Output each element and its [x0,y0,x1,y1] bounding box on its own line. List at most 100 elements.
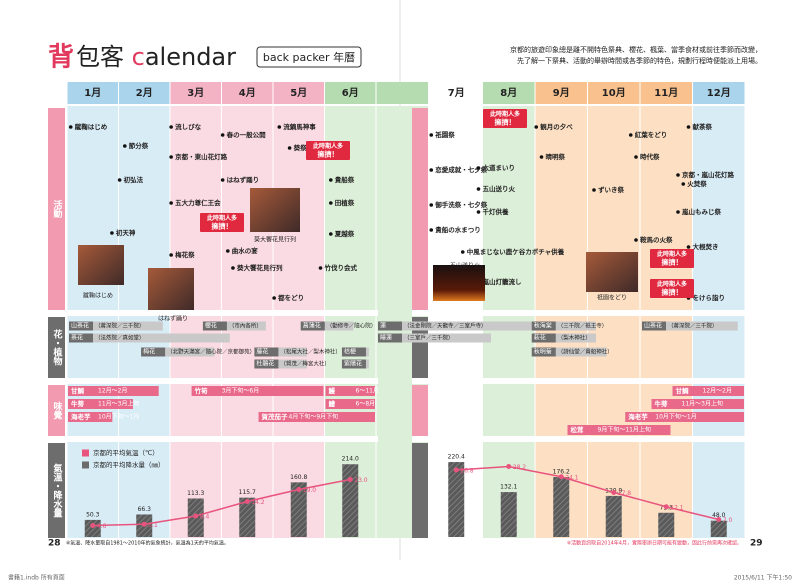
page-number: 29 [750,539,763,549]
precip-bar [658,512,675,537]
month-header [588,82,640,104]
event-name: 初天神 [116,228,136,237]
flower-tag [69,333,93,343]
event-name: 京都・嵐山花灯路 [682,170,735,179]
event-dot [534,125,539,129]
flower-name: 山茶花 [71,322,89,330]
taste-name: 竹筍 [194,386,209,395]
callout [650,249,694,268]
temp-point [296,487,302,492]
precip-bar [710,520,727,537]
flower-bar [642,321,738,331]
temp-label: 26.8 [460,468,474,475]
section-tab [48,108,65,310]
taste-period: 6～11月 [356,388,379,395]
flower-bar [378,321,539,331]
flower-name: 萩花 [534,334,546,342]
event-name: 火焚祭 [687,179,707,188]
section-label: 花・植物 [52,328,64,366]
event-name: 夏越祭 [335,229,355,238]
event-name: 嵐山もみじ祭 [681,207,722,216]
callout [306,141,350,160]
temp-label: 24.1 [565,474,579,481]
flower-tag [300,321,325,331]
event-name: 晴明祭 [546,152,566,161]
taste-period: 9月下旬～11月上旬 [598,426,651,434]
temp-point [716,517,722,522]
event-name: 観月の夕べ [540,122,573,131]
taste-name: 牛蒡 [71,399,85,408]
event-name: 六道まいり [483,163,516,172]
precip-bar [290,482,307,537]
event-dot [329,201,333,205]
taste-bar [672,386,744,396]
flower-note: （勸修寺／隨心院） [327,322,377,330]
flower-tag [531,333,556,343]
legend-swatch [82,449,89,457]
section-label: 氣溫・降水量 [52,462,63,518]
month-column [588,106,640,538]
event-name: 曲水の宴 [232,246,258,255]
event-dot [429,228,434,232]
callout-text: 此時期人多 [657,280,687,288]
temp-point [506,464,512,469]
month-label: 12月 [707,87,731,99]
temp-line [92,523,145,527]
flower-bar [531,321,596,331]
month-label: 6月 [342,87,359,99]
flower-note: （詩仙堂／貴船神社） [558,348,613,356]
flower-name: 睡蓮 [380,334,392,342]
photo-caption: はねず踊り [158,315,188,323]
taste-period: 12月～2月 [703,388,732,395]
flower-note: （市內各所） [229,322,262,330]
temp-label: 23.0 [354,477,368,484]
callout-text: 擁擠！ [495,118,516,127]
temp-label: 4.6 [97,523,107,530]
flower-note: （三千院／祇王寺） [558,322,608,330]
temp-point [90,523,96,528]
section-gap [412,310,748,316]
event-dot [277,125,282,129]
calendar-grid: 1月 2月 3月 4月 5月 6月 7月 8月 9月 10月 11月 12月活動花・植物味覺氣溫・降水… [48,82,748,544]
title-part: 包客 [76,43,132,71]
month-header [535,82,587,104]
event-dot [329,178,333,182]
flower-note: （梨木神社） [558,334,591,342]
month-header [640,82,692,104]
flower-name: 杜鵑花 [256,360,274,368]
flower-bar [300,321,354,331]
precip-label: 214.0 [342,456,359,463]
event-name: をけら詣り [693,293,726,302]
month-header [170,82,221,104]
flower-note: （北野天滿宮／隨心院／京都御苑） [167,348,255,356]
title-part: alendar [145,43,236,71]
temp-line [666,506,719,521]
event-name: 葵祭 [294,143,308,152]
flower-tag [202,321,227,331]
event-name: 献茶祭 [693,122,713,131]
photo-caption: 葵大饗花見行列 [254,236,296,244]
section-tab [412,443,428,538]
flower-name: 山茶花 [644,322,662,330]
flower-bar [254,359,308,369]
callout-text: 此時期人多 [490,110,520,118]
temp-line [144,515,196,525]
print-stamp: 2015/6/11 下午1:50 [734,574,792,582]
flower-name: 梅花 [143,348,155,356]
event-dot [634,238,638,242]
photo [586,252,638,292]
callout-text: 此時期人多 [207,214,237,222]
event-dot [429,203,434,207]
legend-label: 京都的平均氣溫（℃） [93,448,159,457]
taste-name: 鱧 [329,399,336,408]
flower-name: 秋明菊 [534,348,552,356]
event-name: ずいき祭 [598,185,625,194]
temp-label: 5.1 [148,522,158,529]
precip-bar [605,495,622,537]
event-name: 中風まじない鹿ケ谷カボチャ供養 [467,247,565,256]
month-label: 3月 [187,87,204,99]
photo [78,245,124,285]
event-name: 御手洗祭・七夕祭 [434,200,488,209]
event-name: 節分祭 [128,141,149,150]
event-dot [287,146,292,150]
